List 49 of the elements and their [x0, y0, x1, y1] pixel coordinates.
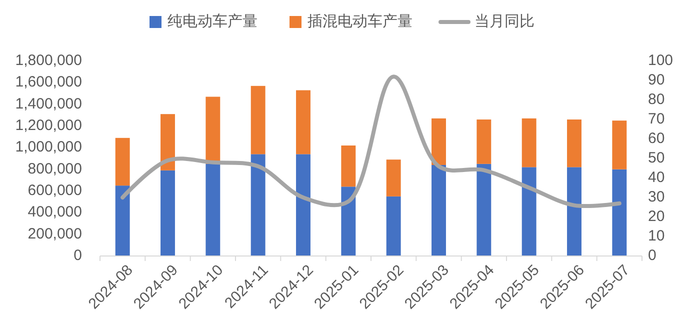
y-tick-label: 600,000 [28, 182, 82, 199]
y-tick-label: 1,000,000 [15, 138, 82, 156]
y2-tick-label: 50 [648, 149, 665, 166]
y2-tick-label: 70 [648, 110, 665, 128]
legend-label: 当月同比 [474, 12, 534, 30]
bar [206, 96, 220, 164]
y2-tick-label: 90 [648, 71, 665, 88]
y2-tick-label: 20 [648, 208, 665, 225]
bar [115, 186, 130, 256]
bar [476, 164, 492, 256]
bar [476, 120, 492, 164]
legend-label: 插混电动车产量 [308, 12, 412, 30]
y-tick-label: 1,200,000 [15, 116, 82, 134]
legend-label: 纯电动车产量 [168, 12, 258, 30]
y-tick-label: 800,000 [28, 160, 82, 178]
bar [296, 90, 310, 154]
bar [612, 169, 627, 256]
bar [250, 154, 266, 256]
y-tick-label: 200,000 [28, 225, 82, 242]
bar [250, 86, 266, 154]
y2-tick-label: 60 [648, 130, 665, 147]
bar [206, 164, 220, 256]
bar [341, 186, 356, 256]
bar [522, 118, 536, 168]
line-series [120, 74, 622, 208]
y2-tick-label: 80 [648, 90, 665, 108]
y2-tick-label: 0 [648, 246, 656, 264]
bar [567, 167, 582, 256]
y-tick-label: 1,400,000 [15, 95, 82, 112]
bar [296, 154, 310, 256]
y-tick-label: 1,800,000 [15, 52, 82, 69]
y2-tick-label: 100 [648, 52, 674, 69]
bar [386, 196, 401, 256]
bar [432, 118, 446, 165]
y-tick-label: 1,600,000 [15, 74, 82, 91]
bar [341, 146, 356, 187]
y2-tick-label: 40 [648, 168, 665, 186]
bar [160, 170, 175, 256]
y-tick-label: 0 [74, 246, 82, 264]
bar [386, 160, 401, 196]
bar [567, 120, 582, 168]
y2-tick-label: 30 [648, 188, 665, 206]
bar [160, 114, 175, 170]
bar [522, 167, 536, 256]
bar [432, 165, 446, 256]
y-tick-label: 400,000 [28, 204, 82, 221]
bar [612, 120, 627, 170]
y2-tick-label: 10 [648, 227, 665, 244]
bar [115, 138, 130, 186]
